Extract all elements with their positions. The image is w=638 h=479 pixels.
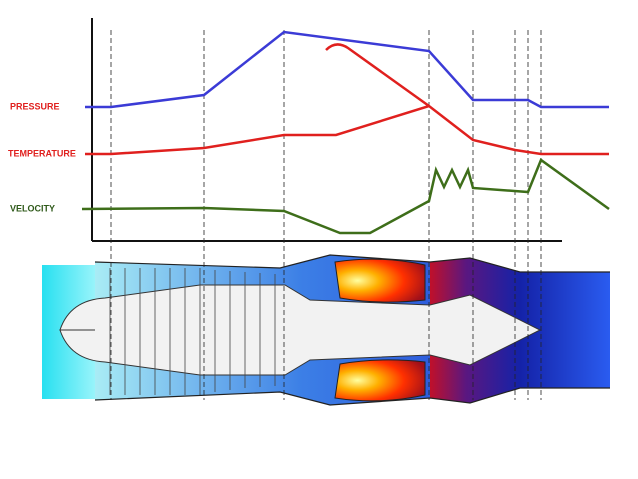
combustor-bottom [334, 359, 426, 402]
velocity-line [81, 158, 610, 235]
stage-lines [110, 30, 542, 400]
casing [94, 254, 610, 406]
pressure-line [85, 30, 609, 109]
compressor-blades [109, 268, 276, 395]
combustor-top [334, 258, 426, 303]
temperature-label: TEMPERATURE [8, 148, 76, 158]
core [59, 284, 542, 376]
pressure-label: PRESSURE [10, 101, 60, 111]
velocity-label: VELOCITY [10, 203, 55, 213]
temperature-peak [325, 43, 430, 108]
engine [42, 254, 610, 406]
temperature-line [85, 104, 609, 156]
